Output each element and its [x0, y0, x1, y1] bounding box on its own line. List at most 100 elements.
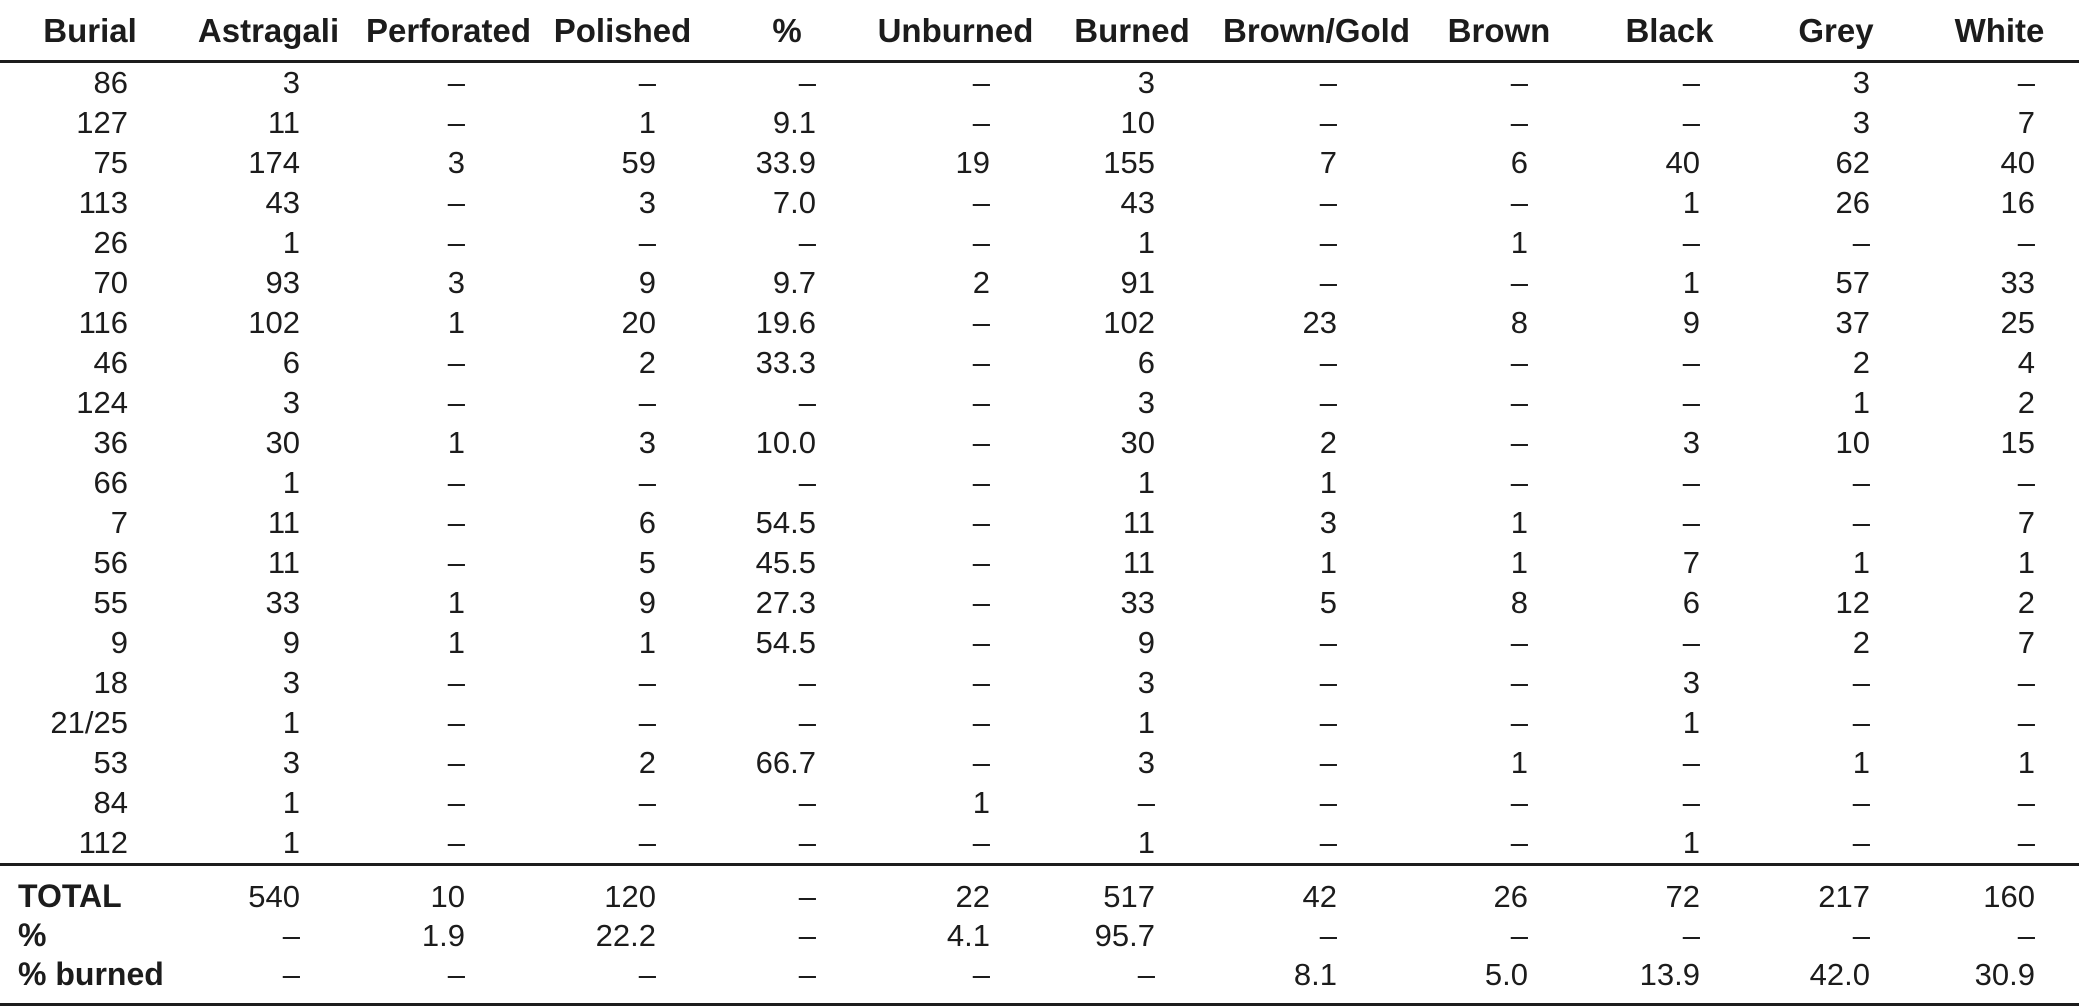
data-cell: 11 — [267, 505, 300, 540]
table-row-56: 56 11–5 45.5–11 1 1 7 1 1 — [0, 543, 2079, 583]
data-cell: – — [447, 825, 465, 860]
data-cell: 15 — [2000, 425, 2035, 460]
data-cell: – — [1682, 225, 1700, 260]
data-cell: – — [1510, 825, 1528, 860]
data-cell: 2 — [1319, 425, 1337, 460]
data-cell: 23 — [1302, 305, 1337, 340]
data-cell: – — [1319, 705, 1337, 740]
data-cell: – — [1137, 785, 1155, 820]
data-cell: 3 — [282, 385, 300, 420]
data-cell: 1 — [1510, 745, 1528, 780]
data-cell: 37 — [1835, 305, 1870, 340]
summary-row-burned: % burned – – – – – –8.1 5.0 13.9 42.0 30.9 — [0, 955, 2079, 1006]
data-cell: 43 — [1120, 185, 1155, 220]
data-cell: 9.1 — [772, 105, 816, 140]
summary-cell: – — [705, 955, 869, 1006]
data-cell: 3 — [447, 145, 465, 180]
summary-cell: – — [1042, 955, 1222, 1006]
data-cell: – — [798, 705, 816, 740]
table-row-7: 7 11 – 6 54.5 – 11 3 1 – – 7 — [0, 503, 2079, 543]
table-row-113: 113 43 – 3 7.0 – 43 – – 1 26 16 — [0, 183, 2079, 223]
data-cell: – — [447, 545, 465, 580]
data-cell: 5 — [638, 545, 656, 580]
data-cell: 3 — [1319, 505, 1337, 540]
data-cell: 11 — [1122, 505, 1155, 540]
data-cell: 33.3 — [755, 345, 816, 380]
row-label: 127 — [76, 105, 128, 140]
data-cell: – — [638, 65, 656, 100]
data-cell: – — [1319, 745, 1337, 780]
data-cell: 54.5 — [755, 505, 816, 540]
data-cell: 3 — [1682, 665, 1700, 700]
data-cell: 1 — [447, 585, 465, 620]
data-cell: 2 — [638, 745, 656, 780]
data-cell: 19 — [955, 145, 990, 180]
data-cell: 3 — [1682, 425, 1700, 460]
data-cell: 2 — [1852, 345, 1870, 380]
data-cell: – — [1852, 505, 1870, 540]
row-label: 53 — [93, 745, 128, 780]
data-cell: – — [798, 465, 816, 500]
header-cell-perforated: Perforated — [357, 4, 540, 63]
data-cell: 3 — [447, 265, 465, 300]
data-cell: – — [1852, 465, 1870, 500]
row-label: 18 — [93, 665, 128, 700]
data-cell: – — [1852, 825, 1870, 860]
table-row-9: 9 9 1 1 54.5 – 9 – – – 2 7 — [0, 623, 2079, 663]
data-cell: 27.3 — [755, 585, 816, 620]
data-cell: – — [447, 65, 465, 100]
row-label: 46 — [93, 345, 128, 380]
row-label: 84 — [93, 785, 128, 820]
data-cell: – — [972, 545, 990, 580]
summary-row-percent: % – 1.9 22.2 – 4.1 95.7 – – – – – — [0, 916, 2079, 955]
data-cell: 174 — [248, 145, 300, 180]
table-row-127: 127 11 – 1 9.1 – 10 – – – 3 7 — [0, 103, 2079, 143]
data-cell: – — [2017, 65, 2035, 100]
data-cell: – — [1852, 225, 1870, 260]
data-cell: 1 — [1319, 465, 1337, 500]
row-label: 36 — [93, 425, 128, 460]
data-cell: – — [638, 225, 656, 260]
data-cell: – — [798, 665, 816, 700]
table-row-53: 53 3 – 2 66.7 – 3 – 1 – 1 1 — [0, 743, 2079, 783]
table-row-116: 116 102 1 20 19.6 – 102 23 8 9 37 25 — [0, 303, 2079, 343]
data-cell: – — [1682, 745, 1700, 780]
table-row-84: 84 1 – – – 1 – – – – – – — [0, 783, 2079, 823]
row-label: 56 — [93, 545, 128, 580]
data-cell: – — [972, 505, 990, 540]
header-cell-percent: % — [705, 4, 869, 63]
data-cell: – — [2017, 665, 2035, 700]
data-cell: – — [972, 385, 990, 420]
data-cell: 3 — [638, 185, 656, 220]
table-row-55: 55 33 1 9 27.3 – 33 5 8 6 12 2 — [0, 583, 2079, 623]
data-cell: 2 — [2017, 385, 2035, 420]
data-cell: – — [447, 345, 465, 380]
summary-cell: 42.0 — [1752, 955, 1920, 1006]
data-cell: 7.0 — [772, 185, 816, 220]
data-cell: 66.7 — [755, 745, 816, 780]
data-cell: – — [638, 385, 656, 420]
table-row-124: 124 3 – – – – 3 – – – 1 2 — [0, 383, 2079, 423]
summary-cell: – — [282, 918, 300, 953]
table-row-21-25: 21/25 1 – – – – 1 – – 1 – – — [0, 703, 2079, 743]
data-cell: – — [972, 305, 990, 340]
data-cell: 4 — [2017, 345, 2035, 380]
data-cell: 57 — [1835, 265, 1870, 300]
data-cell: 9 — [1682, 305, 1700, 340]
row-label: 113 — [78, 185, 128, 220]
table-row-86: 86 3 – – – – 3 – – – 3 – — [0, 62, 2079, 104]
data-cell: 25 — [2000, 305, 2035, 340]
table-row-75: 75 174 3 59 33.9 19 155 7 6 40 62 40 — [0, 143, 2079, 183]
summary-cell: 540 — [180, 863, 357, 916]
data-cell: – — [1682, 465, 1700, 500]
data-cell: – — [1319, 345, 1337, 380]
row-label: 26 — [93, 225, 128, 260]
data-cell: – — [1319, 105, 1337, 140]
data-cell: 1 — [447, 625, 465, 660]
data-cell: 26 — [1835, 185, 1870, 220]
data-cell: 33.9 — [755, 145, 816, 180]
data-cell: 3 — [282, 745, 300, 780]
data-cell: – — [1682, 505, 1700, 540]
data-cell: – — [972, 665, 990, 700]
data-cell: – — [972, 465, 990, 500]
